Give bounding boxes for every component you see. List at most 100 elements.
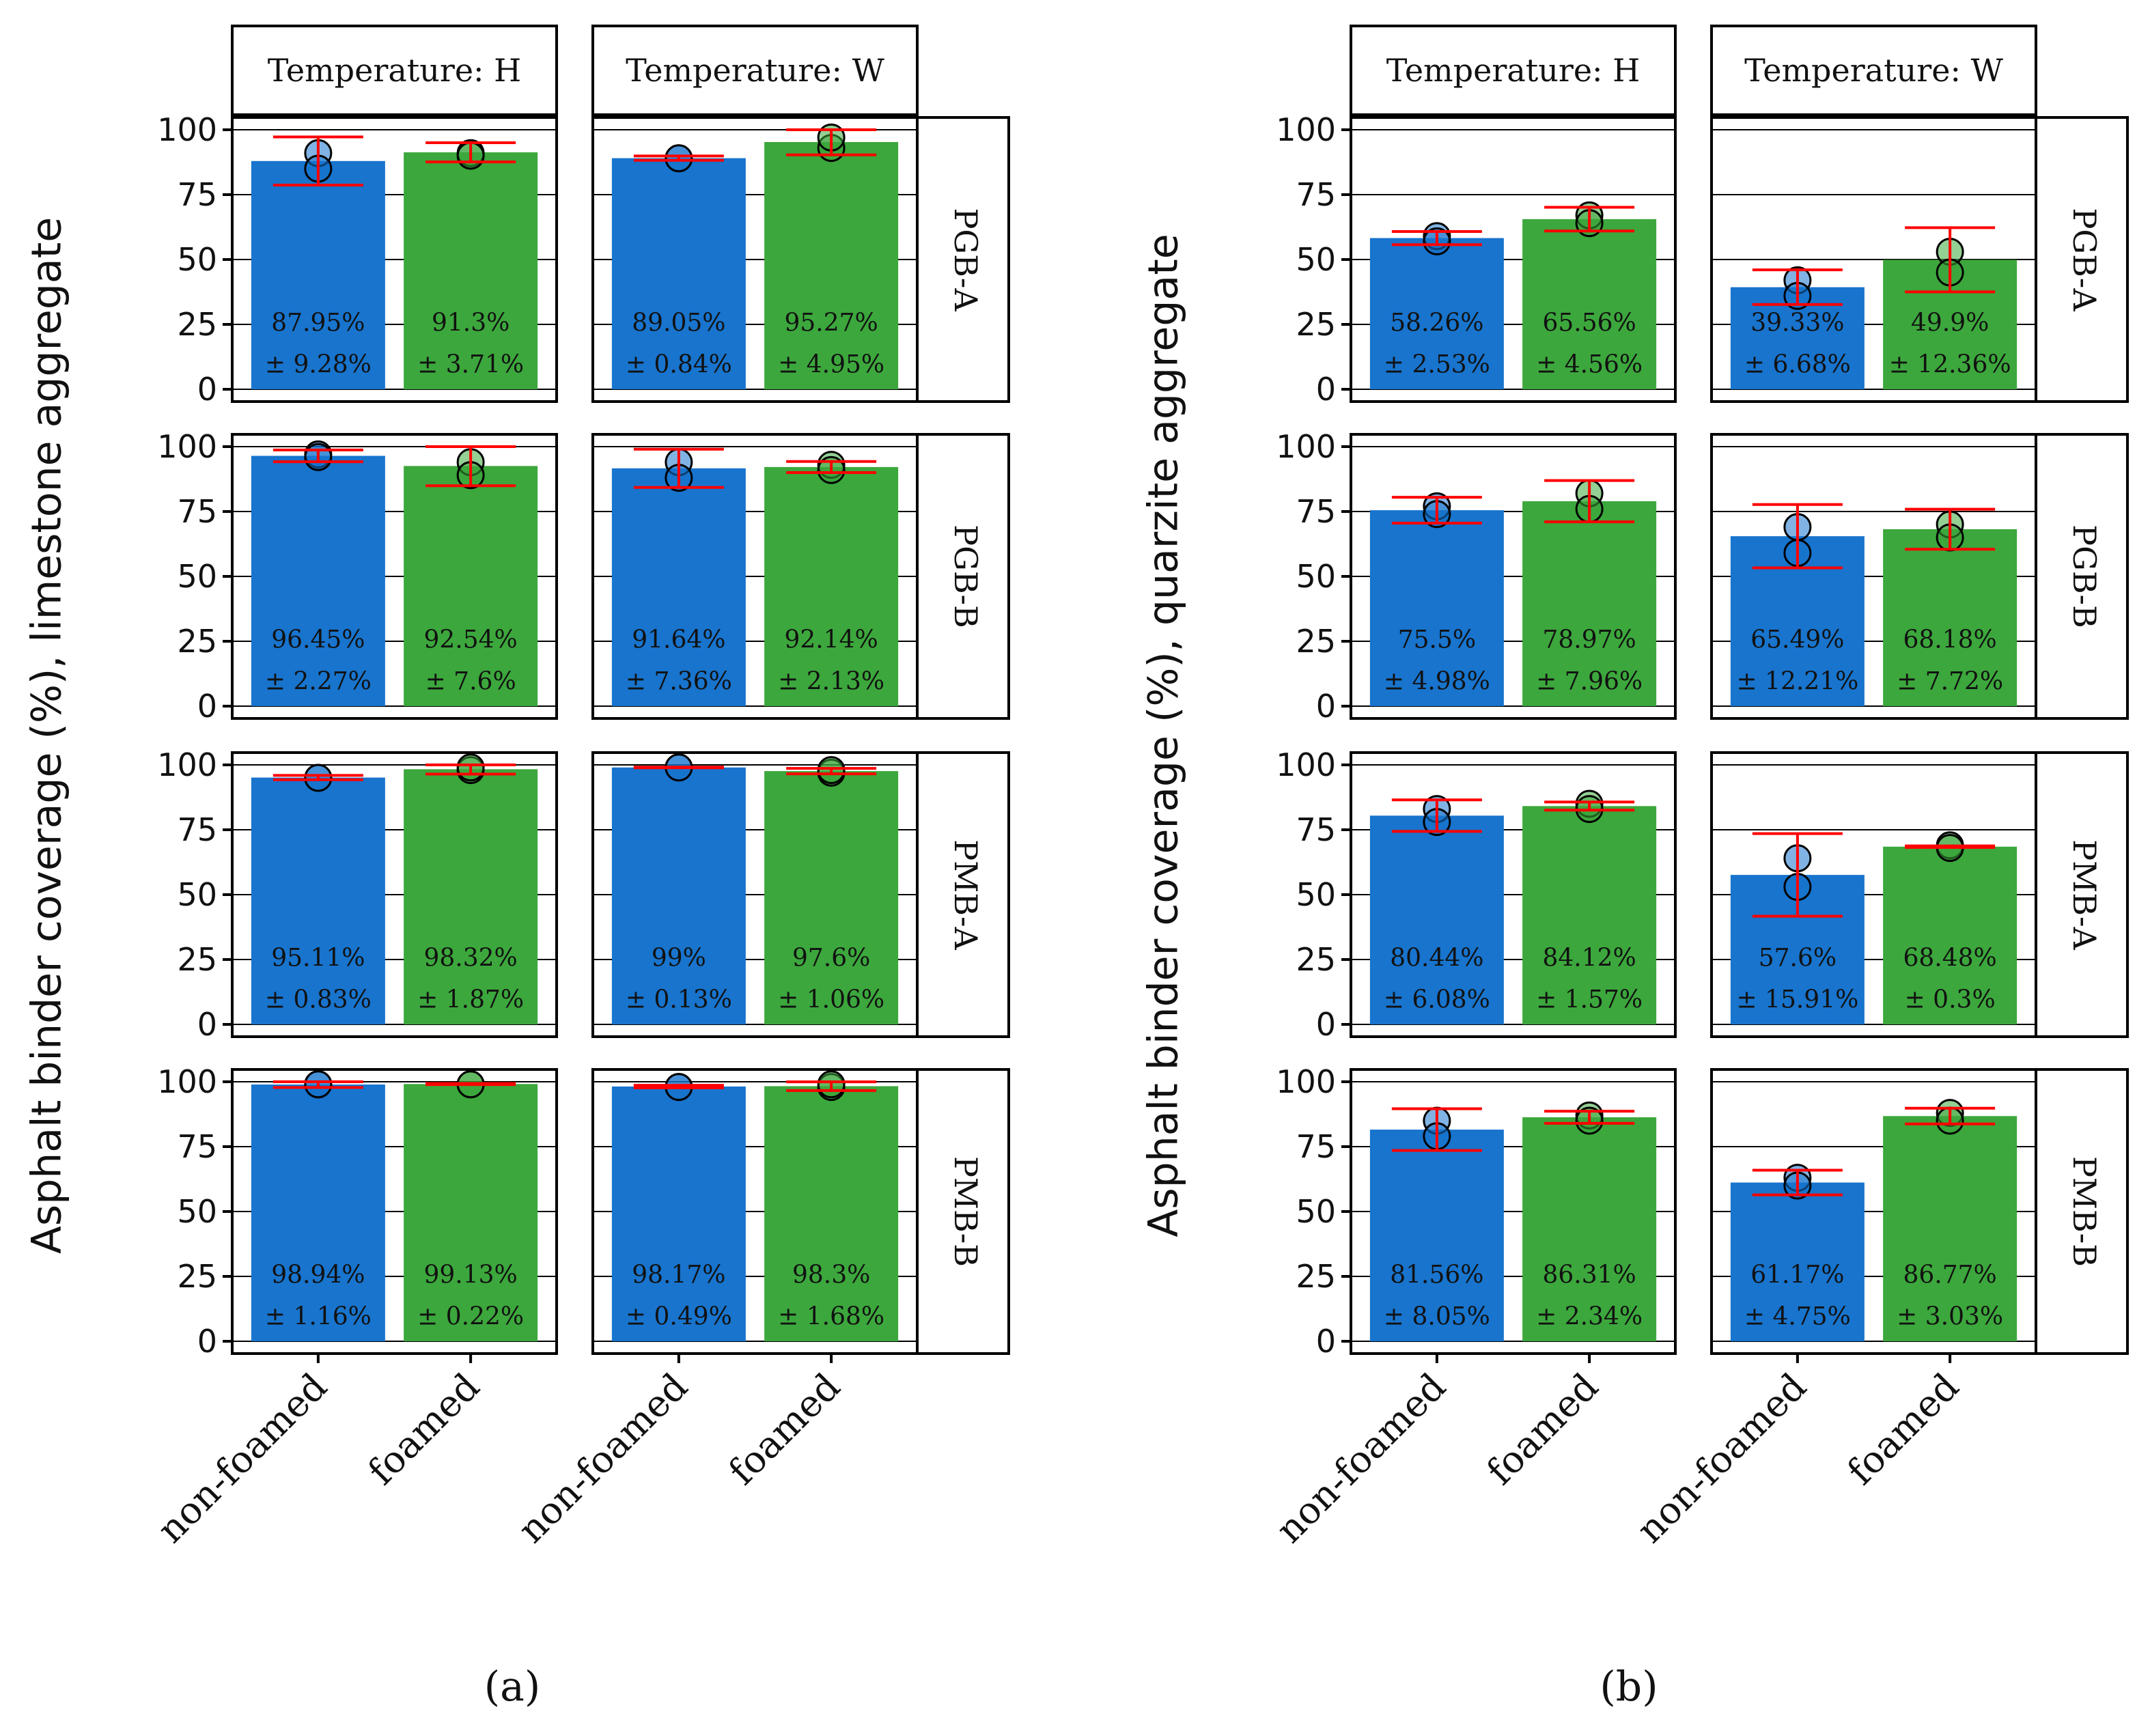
bar-non-foamed <box>1369 1130 1504 1341</box>
bar-non-foamed <box>1369 510 1504 706</box>
column-strip-label: Temperature: W <box>626 52 884 89</box>
facet-frame <box>1350 1068 1677 1355</box>
bar-foamed <box>1522 806 1657 1024</box>
bar-value-label: 65.56% <box>1542 309 1636 337</box>
bar-error-label: ± 0.22% <box>417 1302 524 1330</box>
bar-non-foamed <box>611 767 746 1024</box>
bar-foamed <box>764 1086 899 1341</box>
bar-error-label: ± 6.68% <box>1744 350 1851 378</box>
bar-value-label: 91.3% <box>432 309 509 337</box>
y-tick-label: 75 <box>1296 493 1336 530</box>
bar-value-label: 98.17% <box>632 1261 725 1289</box>
bar-error-label: ± 7.6% <box>425 667 516 695</box>
bar-value-label: 58.26% <box>1390 309 1483 337</box>
facet-cell: 81.56% ± 8.05% 86.31% ± 2.34% <box>1350 1068 1677 1355</box>
y-tick-label: 0 <box>197 1323 217 1360</box>
bar-error-label: ± 7.96% <box>1536 667 1643 695</box>
bar-non-foamed <box>1369 815 1504 1024</box>
bar-value-label: 99% <box>652 944 706 972</box>
row-strip-label: PGB-B <box>947 524 984 628</box>
bar-foamed <box>1522 501 1657 706</box>
facet-cell: 61.17% ± 4.75% 86.77% ± 3.03% <box>1710 1068 2037 1355</box>
bar-foamed <box>1522 1117 1657 1341</box>
row-strip <box>916 751 1010 1038</box>
x-tick-label: non-foamed <box>1268 1365 1454 1552</box>
bar-value-label: 86.31% <box>1542 1261 1636 1289</box>
bar-error-label: ± 15.91% <box>1736 985 1858 1013</box>
row-strip <box>2035 433 2129 720</box>
bar-value-label: 95.11% <box>271 944 365 972</box>
bar-error-label: ± 7.36% <box>626 667 732 695</box>
row-strip-label: PGB-A <box>2066 208 2103 311</box>
bar-value-label: 84.12% <box>1542 944 1636 972</box>
column-strip-label: Temperature: H <box>268 52 522 89</box>
column-strip <box>591 25 919 116</box>
x-tick-label: foamed <box>1479 1365 1607 1494</box>
bar-value-label: 99.13% <box>423 1261 517 1289</box>
bar-error-label: ± 2.34% <box>1536 1302 1643 1330</box>
y-tick-label: 25 <box>1296 623 1336 660</box>
bar-error-label: ± 0.84% <box>626 350 732 378</box>
row-strip-label: PMB-B <box>2066 1156 2103 1267</box>
facet-cell: 65.49% ± 12.21% 68.18% ± 7.72% <box>1710 433 2037 720</box>
facet-cell: 39.33% ± 6.68% 49.9% ± 12.36% <box>1710 116 2037 403</box>
y-tick-label: 50 <box>177 241 217 278</box>
facet-frame <box>1350 116 1677 403</box>
y-tick-label: 100 <box>1276 111 1336 148</box>
bar-error-label: ± 6.08% <box>1384 985 1490 1013</box>
y-tick-label: 25 <box>177 623 217 660</box>
y-tick-label: 25 <box>177 1258 217 1295</box>
bar-error-label: ± 4.56% <box>1536 350 1643 378</box>
facet-frame <box>1350 433 1677 720</box>
bar-error-label: ± 0.13% <box>626 985 732 1013</box>
bar-foamed <box>404 152 538 389</box>
bar-error-label: ± 2.13% <box>778 667 884 695</box>
bar-error-label: ± 3.71% <box>417 350 524 378</box>
bar-foamed <box>1883 1116 2018 1341</box>
facet-frame <box>1710 1068 2037 1355</box>
bar-foamed <box>764 466 899 706</box>
row-strip <box>2035 751 2129 1038</box>
y-axis-title: Asphalt binder coverage (%), quarzite ag… <box>1140 234 1188 1237</box>
facet-frame <box>591 1068 919 1355</box>
bar-value-label: 97.6% <box>792 944 870 972</box>
bar-error-label: ± 1.68% <box>778 1302 884 1330</box>
bar-error-label: ± 0.49% <box>626 1302 732 1330</box>
bar-value-label: 92.14% <box>784 626 878 654</box>
bar-value-label: 49.9% <box>1911 309 1989 337</box>
bar-foamed <box>1883 846 2018 1024</box>
y-tick-label: 0 <box>1316 1323 1336 1360</box>
facet-cell: 95.11% ± 0.83% 98.32% ± 1.87% <box>231 751 558 1038</box>
bar-foamed <box>404 466 538 706</box>
row-strip-label: PMB-B <box>947 1156 984 1267</box>
facet-frame <box>1710 116 2037 403</box>
y-tick-label: 25 <box>1296 306 1336 343</box>
bar-error-label: ± 4.98% <box>1384 667 1490 695</box>
bar-error-label: ± 1.57% <box>1536 985 1643 1013</box>
bar-value-label: 98.94% <box>271 1261 365 1289</box>
y-tick-label: 50 <box>1296 558 1336 595</box>
bar-foamed <box>1883 529 2018 706</box>
facet-frame <box>231 433 558 720</box>
bar-foamed <box>1522 219 1657 389</box>
bar-non-foamed <box>1369 238 1504 389</box>
facet-frame <box>1710 433 2037 720</box>
y-tick-label: 100 <box>157 111 217 148</box>
chart-panel-b: Temperature: H Temperature: W PGB-A 0 25 50 75… <box>1140 25 2129 1711</box>
bar-error-label: ± 3.03% <box>1897 1302 2003 1330</box>
y-tick-label: 75 <box>177 811 217 848</box>
y-tick-label: 100 <box>157 746 217 783</box>
y-tick-label: 50 <box>1296 1193 1336 1230</box>
column-strip <box>231 25 558 116</box>
y-tick-label: 100 <box>157 428 217 465</box>
facet-cell: 89.05% ± 0.84% 95.27% ± 4.95% <box>591 116 919 403</box>
row-strip-label: PMB-A <box>2066 839 2103 950</box>
bar-error-label: ± 2.27% <box>265 667 372 695</box>
bar-error-label: ± 12.21% <box>1736 667 1858 695</box>
y-tick-label: 50 <box>177 558 217 595</box>
bar-value-label: 98.32% <box>423 944 517 972</box>
y-tick-label: 25 <box>1296 941 1336 978</box>
y-tick-label: 100 <box>157 1063 217 1100</box>
bar-error-label: ± 7.72% <box>1897 667 2003 695</box>
